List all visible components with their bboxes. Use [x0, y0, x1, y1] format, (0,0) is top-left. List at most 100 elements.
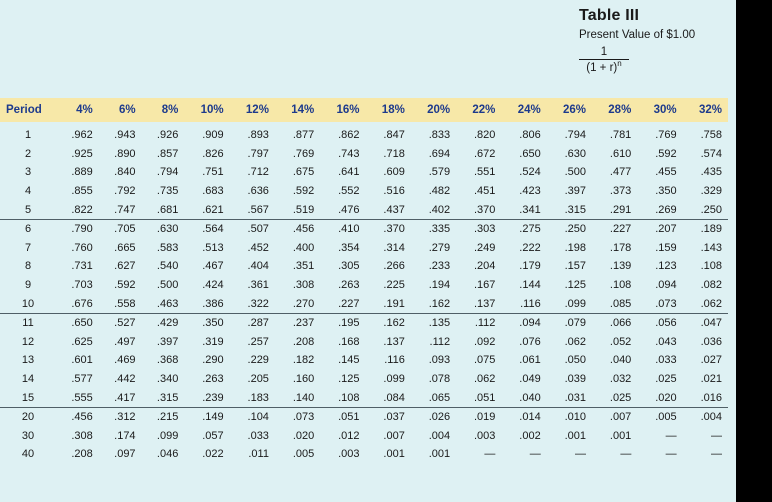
table-row: 2 .925 .890 .857 .826 .797 .769 .743 .718 .694 .67…: [0, 145, 728, 164]
value-cell: .040: [519, 391, 541, 404]
value-cell: .290: [202, 354, 224, 367]
value-cell: .609: [383, 166, 405, 179]
value-cell: .073: [655, 297, 677, 310]
column-header-rate: 10%: [200, 104, 224, 116]
header-band: [0, 98, 728, 122]
period-cell: 6: [0, 218, 56, 239]
table-row: 8 .731 .627 .540 .467 .404 .351 .305 .266 .233 .20…: [0, 257, 728, 276]
value-cell: .794: [564, 129, 587, 142]
value-cell: .159: [655, 241, 677, 254]
value-cell: .909: [202, 129, 224, 142]
value-cell: .005: [637, 406, 683, 427]
value-cell: .373: [609, 185, 632, 198]
value-cell: .076: [519, 335, 541, 348]
value-cell: .108: [338, 391, 360, 404]
value-cell: .078: [428, 373, 451, 386]
value-cell: .167: [474, 279, 496, 292]
value-cell: .062: [700, 297, 722, 310]
value-cell: .694: [428, 147, 451, 160]
value-cell: .263: [338, 279, 360, 292]
value-cell: .020: [292, 429, 315, 442]
table-row: 6.790.705.630.564.507.456.410.370.335.30…: [0, 218, 728, 239]
value-cell: .250: [546, 218, 593, 239]
value-cell: .925: [71, 147, 93, 160]
value-cell: .032: [609, 373, 632, 386]
formula-denominator-base: (1 + r): [586, 62, 618, 74]
value-cell: .051: [320, 406, 366, 427]
value-cell: .397: [564, 185, 587, 198]
value-cell: .672: [474, 147, 496, 160]
value-cell: .610: [609, 147, 632, 160]
table-title: Table III: [579, 7, 640, 24]
column-header-rate: 22%: [472, 104, 496, 116]
table-body: 1 .962 .943 .926 .909 .893 .877 .862 .847 .833 .82…: [0, 122, 728, 464]
value-cell: .025: [609, 391, 632, 404]
value-cell: .125: [338, 373, 360, 386]
period-cell: 8: [24, 260, 32, 273]
value-cell: .140: [292, 391, 315, 404]
value-cell: .319: [202, 335, 224, 348]
value-cell: .052: [609, 335, 632, 348]
value-cell: .079: [546, 312, 593, 333]
value-cell: .703: [71, 279, 93, 292]
value-cell: .046: [156, 448, 179, 461]
table-row: 10 .676 .558 .463 .386 .322 .270 .227 .191 .162 .1…: [0, 294, 728, 313]
period-cell: 11: [0, 312, 56, 333]
value-cell: .250: [700, 203, 722, 216]
value-cell: .361: [247, 279, 269, 292]
value-cell: .065: [428, 391, 451, 404]
value-cell: .019: [456, 406, 502, 427]
value-cell: .840: [114, 166, 136, 179]
value-cell: .303: [456, 218, 502, 239]
value-cell: .794: [156, 166, 179, 179]
value-cell: .404: [247, 260, 269, 273]
value-cell: .456: [274, 218, 321, 239]
value-cell: .676: [71, 297, 93, 310]
period-cell: 20: [0, 406, 56, 427]
value-cell: .108: [609, 279, 632, 292]
period-cell: 12: [21, 335, 35, 348]
value-cell: .889: [71, 166, 93, 179]
value-cell: .266: [383, 260, 405, 273]
value-cell: —: [711, 448, 722, 461]
value-cell: .279: [428, 241, 451, 254]
table-row: 20.456.312.215.149.104.073.051.037.026.0…: [0, 406, 728, 427]
value-cell: .641: [338, 166, 360, 179]
table-row: 14 .577 .442 .340 .263 .205 .160 .125 .099 .078 .0…: [0, 370, 728, 389]
value-cell: .099: [564, 297, 587, 310]
value-cell: .341: [519, 203, 541, 216]
value-cell: .001: [428, 448, 451, 461]
value-cell: .027: [700, 354, 722, 367]
value-cell: .257: [247, 335, 269, 348]
table-row: 30 .308 .174 .099 .057 .033 .020 .012 .007 .004 .0…: [0, 427, 728, 446]
value-cell: .435: [700, 166, 722, 179]
value-cell: —: [711, 429, 722, 442]
value-cell: .893: [247, 129, 269, 142]
value-cell: .033: [247, 429, 269, 442]
value-cell: .627: [114, 260, 136, 273]
value-cell: .467: [202, 260, 224, 273]
value-cell: .139: [609, 260, 632, 273]
table-row: 3 .889 .840 .794 .751 .712 .675 .641 .609 .579 .55…: [0, 163, 728, 182]
value-cell: .402: [428, 203, 451, 216]
period-cell: 4: [24, 185, 32, 198]
value-cell: .270: [292, 297, 315, 310]
value-cell: .314: [383, 241, 405, 254]
period-cell: 7: [24, 241, 32, 254]
present-value-formula: 1 (1 + r)n: [579, 46, 629, 75]
value-cell: —: [620, 448, 632, 461]
value-cell: .351: [292, 260, 315, 273]
value-cell: .001: [609, 429, 632, 442]
value-cell: .225: [383, 279, 405, 292]
value-cell: .477: [609, 166, 632, 179]
value-cell: .743: [338, 147, 360, 160]
value-cell: .291: [609, 203, 632, 216]
value-cell: .350: [655, 185, 677, 198]
value-cell: .143: [700, 241, 722, 254]
value-cell: .178: [609, 241, 632, 254]
column-header-period: Period: [6, 104, 42, 116]
column-header-rate: 8%: [161, 104, 179, 116]
value-cell: .592: [114, 279, 136, 292]
value-cell: .004: [428, 429, 451, 442]
value-cell: .469: [114, 354, 136, 367]
